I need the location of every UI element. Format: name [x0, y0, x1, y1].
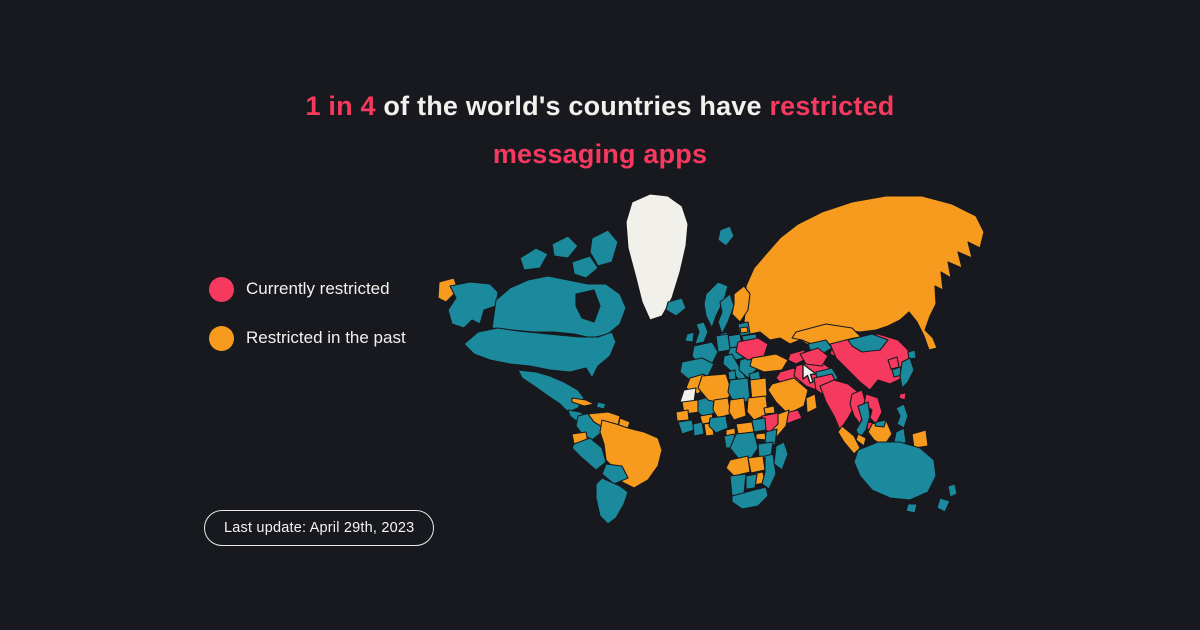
region-ivory-coast[interactable] [692, 421, 705, 437]
mouse-cursor-icon [802, 363, 817, 384]
region-sweden[interactable] [717, 293, 735, 335]
region-malaysia[interactable] [855, 433, 867, 447]
legend-swatch-past-icon [209, 325, 234, 351]
region-iceland[interactable] [665, 297, 687, 317]
region-germany[interactable] [715, 333, 731, 353]
region-canada[interactable] [491, 275, 627, 339]
legend-item-currently-restricted: Currently restricted [209, 276, 406, 302]
region-guinea[interactable] [677, 419, 695, 435]
region-kenya[interactable] [764, 428, 778, 446]
region-bolivia[interactable] [601, 463, 629, 485]
legend-label: Currently restricted [246, 279, 390, 298]
region-tunisia[interactable] [727, 369, 737, 381]
title-line-1: 1 in 4 of the world's countries have res… [0, 82, 1200, 130]
region-japan[interactable] [899, 357, 915, 389]
region-arctic-island[interactable] [571, 255, 599, 279]
region-turkmenistan[interactable] [799, 347, 829, 367]
region-botswana[interactable] [745, 473, 758, 490]
title-stat: 1 in 4 [305, 91, 376, 121]
region-senegal[interactable] [675, 409, 690, 422]
region-latvia[interactable] [739, 326, 749, 334]
legend-item-restricted-past: Restricted in the past [209, 325, 406, 351]
region-ireland[interactable] [684, 331, 695, 343]
region-hispaniola[interactable] [595, 401, 607, 410]
page-title: 1 in 4 of the world's countries have res… [0, 82, 1200, 178]
region-arctic-island[interactable] [519, 247, 549, 271]
region-uk[interactable] [694, 321, 709, 345]
region-sumatra[interactable] [837, 425, 861, 455]
region-taiwan[interactable] [898, 392, 907, 401]
region-eritrea[interactable] [763, 405, 776, 415]
region-new-zealand-north[interactable] [947, 483, 958, 498]
region-angola[interactable] [725, 455, 751, 477]
region-new-guinea-west[interactable] [911, 429, 929, 449]
region-south-africa[interactable] [731, 486, 769, 510]
region-greenland[interactable] [625, 193, 689, 321]
title-middle: of the world's countries have [375, 91, 770, 121]
last-update-badge: Last update: April 29th, 2023 [204, 510, 435, 546]
region-russia[interactable] [743, 195, 985, 351]
region-new-zealand-south[interactable] [936, 497, 951, 513]
region-oman[interactable] [805, 393, 818, 414]
region-western-sahara[interactable] [679, 387, 697, 403]
region-china[interactable] [829, 333, 911, 391]
region-finland[interactable] [731, 285, 751, 323]
region-new-guinea-east [927, 429, 945, 448]
region-chukotka[interactable] [437, 277, 459, 303]
last-update-label: Last update: April 29th, 2023 [224, 520, 415, 536]
region-niger[interactable] [712, 397, 732, 419]
region-alaska[interactable] [447, 281, 499, 329]
title-highlight: restricted [769, 91, 895, 121]
region-svalbard[interactable] [717, 225, 735, 247]
region-south-sudan[interactable] [751, 417, 767, 433]
region-sudan[interactable] [746, 395, 769, 421]
region-australia[interactable] [853, 441, 937, 501]
region-cuba[interactable] [571, 397, 595, 407]
region-hokkaido[interactable] [907, 349, 917, 360]
region-nigeria[interactable] [708, 415, 729, 434]
region-norway[interactable] [703, 281, 729, 329]
region-argentina-chile[interactable] [595, 477, 629, 525]
region-turkey[interactable] [749, 353, 789, 373]
region-chad[interactable] [728, 397, 747, 421]
region-uganda[interactable] [755, 432, 767, 441]
region-brazil[interactable] [599, 419, 663, 489]
region-baffin-island[interactable] [589, 229, 619, 267]
region-madagascar[interactable] [773, 441, 789, 471]
world-map [436, 182, 996, 527]
region-thailand[interactable] [855, 401, 871, 439]
region-mozambique[interactable] [761, 453, 777, 490]
legend-label: Restricted in the past [246, 328, 406, 347]
region-philippines[interactable] [895, 403, 909, 429]
region-mongolia[interactable] [847, 333, 889, 353]
region-mexico[interactable] [517, 369, 585, 413]
world-map-svg [437, 193, 985, 525]
region-zambia[interactable] [747, 455, 766, 474]
map-legend: Currently restricted Restricted in the p… [209, 276, 406, 374]
region-usa[interactable] [463, 327, 617, 379]
region-borneo-north[interactable] [874, 419, 887, 428]
region-hudson-bay [575, 289, 601, 323]
region-arctic-island[interactable] [551, 235, 579, 259]
legend-swatch-current-icon [209, 276, 234, 302]
region-peru[interactable] [571, 437, 607, 471]
title-line-2: messaging apps [492, 139, 708, 169]
region-tasmania[interactable] [905, 503, 918, 514]
